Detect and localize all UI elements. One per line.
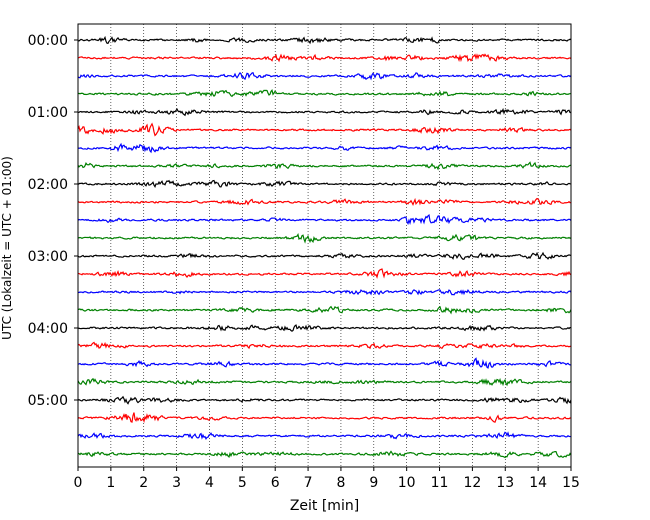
x-tick-label-4: 4 bbox=[205, 475, 214, 491]
plot-frame bbox=[77, 23, 572, 468]
x-tick-label-9: 9 bbox=[369, 475, 378, 491]
trace-0030 bbox=[77, 71, 572, 81]
x-tick-label-8: 8 bbox=[336, 475, 345, 491]
trace-0315 bbox=[77, 268, 572, 279]
x-tick-label-1: 1 bbox=[106, 475, 115, 491]
trace-0215 bbox=[77, 197, 572, 207]
trace-0330 bbox=[77, 289, 572, 296]
trace-0430 bbox=[77, 357, 571, 369]
trace-0400 bbox=[77, 324, 572, 332]
trace-0115 bbox=[77, 122, 572, 137]
x-tick-label-3: 3 bbox=[172, 475, 181, 491]
y-tick-label-4: 04:00 bbox=[28, 321, 68, 337]
seismic-traces bbox=[77, 35, 572, 459]
x-tick-label-12: 12 bbox=[463, 475, 481, 491]
x-tick-label-5: 5 bbox=[238, 475, 247, 491]
x-tick-label-0: 0 bbox=[74, 475, 83, 491]
y-tick-label-2: 02:00 bbox=[28, 177, 68, 193]
trace-0145 bbox=[77, 161, 572, 171]
trace-0015 bbox=[77, 53, 572, 63]
x-axis-ticks: 0 1 2 3 4 5 6 7 8 9 10 11 12 13 14 15 bbox=[74, 467, 580, 491]
x-tick-label-11: 11 bbox=[431, 475, 449, 491]
trace-0200 bbox=[77, 179, 572, 188]
x-tick-label-10: 10 bbox=[398, 475, 416, 491]
trace-0500 bbox=[77, 395, 572, 405]
trace-0300 bbox=[77, 251, 572, 260]
trace-0530 bbox=[77, 431, 572, 441]
trace-0445 bbox=[77, 377, 572, 387]
trace-0545 bbox=[77, 450, 572, 459]
x-tick-label-13: 13 bbox=[496, 475, 514, 491]
trace-0415 bbox=[77, 341, 572, 350]
x-axis-label: Zeit [min] bbox=[290, 498, 359, 514]
trace-0045 bbox=[77, 88, 572, 98]
x-tick-label-2: 2 bbox=[139, 475, 148, 491]
trace-0230 bbox=[77, 213, 572, 226]
x-tick-label-7: 7 bbox=[304, 475, 313, 491]
y-axis-ticks: 00:00 01:00 02:00 03:00 04:00 05:00 bbox=[28, 33, 78, 409]
trace-0245 bbox=[77, 232, 572, 244]
y-tick-label-3: 03:00 bbox=[28, 249, 68, 265]
y-tick-label-1: 01:00 bbox=[28, 105, 68, 121]
y-axis-label: UTC (Lokalzeit = UTC + 01:00) bbox=[0, 156, 14, 340]
x-tick-label-6: 6 bbox=[271, 475, 280, 491]
x-tick-label-15: 15 bbox=[562, 475, 580, 491]
trace-0345 bbox=[77, 305, 572, 315]
x-tick-label-14: 14 bbox=[529, 475, 547, 491]
trace-0130 bbox=[77, 142, 572, 154]
y-tick-label-5: 05:00 bbox=[28, 393, 68, 409]
trace-0100 bbox=[77, 107, 572, 117]
trace-0515 bbox=[77, 412, 572, 424]
trace-0000 bbox=[77, 35, 572, 45]
y-tick-label-0: 00:00 bbox=[28, 33, 68, 49]
